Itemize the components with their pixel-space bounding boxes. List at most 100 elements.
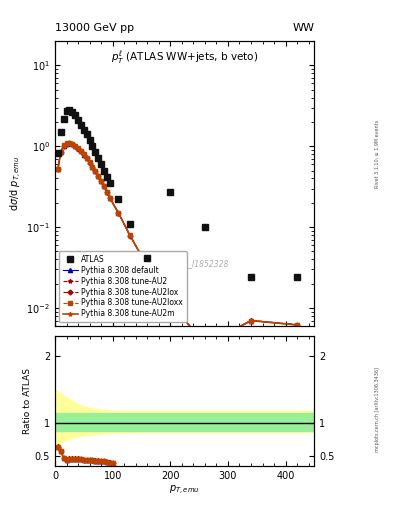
ATLAS (295, 274, 299, 281)
Line: ATLAS: ATLAS (55, 108, 300, 280)
Text: WW: WW (292, 23, 314, 33)
Pythia 8.308 tune-AU2 (168, 298, 173, 305)
Pythia 8.308 tune-AU2m (202, 342, 207, 348)
Pythia 8.308 default (79, 148, 83, 154)
Pythia 8.308 tune-AU2m (99, 178, 103, 184)
Pythia 8.308 tune-AU2 (76, 145, 81, 152)
Pythia 8.308 tune-AU2m (55, 166, 60, 173)
Pythia 8.308 tune-AU2lox (64, 141, 69, 147)
Pythia 8.308 tune-AU2loxx (102, 183, 107, 189)
Pythia 8.308 default (99, 178, 103, 184)
Pythia 8.308 default (90, 163, 95, 169)
Pythia 8.308 default (70, 141, 75, 147)
Pythia 8.308 tune-AU2lox (73, 143, 77, 149)
Pythia 8.308 tune-AU2lox (99, 178, 103, 184)
Pythia 8.308 tune-AU2 (116, 209, 121, 216)
Pythia 8.308 tune-AU2loxx (87, 159, 92, 165)
Pythia 8.308 tune-AU2loxx (99, 178, 103, 184)
Pythia 8.308 default (168, 298, 173, 305)
Pythia 8.308 tune-AU2loxx (168, 298, 173, 305)
Pythia 8.308 default (107, 195, 112, 201)
Pythia 8.308 tune-AU2m (96, 173, 101, 179)
Pythia 8.308 tune-AU2m (76, 145, 81, 152)
Pythia 8.308 tune-AU2m (105, 189, 109, 196)
Line: Pythia 8.308 tune-AU2loxx: Pythia 8.308 tune-AU2loxx (56, 141, 299, 347)
ATLAS (116, 197, 121, 203)
Pythia 8.308 tune-AU2m (128, 232, 132, 239)
Pythia 8.308 tune-AU2m (84, 155, 89, 161)
Pythia 8.308 tune-AU2lox (55, 166, 60, 173)
Pythia 8.308 default (55, 166, 60, 172)
ATLAS (67, 107, 72, 113)
Pythia 8.308 tune-AU2lox (90, 164, 95, 170)
Pythia 8.308 tune-AU2loxx (107, 195, 112, 201)
ATLAS (61, 115, 66, 121)
Pythia 8.308 tune-AU2m (90, 164, 95, 170)
Pythia 8.308 default (93, 168, 98, 175)
Pythia 8.308 default (116, 210, 121, 216)
Pythia 8.308 tune-AU2lox (76, 145, 81, 152)
Pythia 8.308 tune-AU2 (73, 143, 77, 149)
Pythia 8.308 tune-AU2m (93, 168, 98, 175)
Pythia 8.308 default (249, 317, 253, 324)
ATLAS (64, 108, 69, 114)
ATLAS (81, 126, 86, 133)
ATLAS (76, 117, 81, 123)
ATLAS (96, 155, 101, 161)
Pythia 8.308 default (202, 342, 207, 348)
Pythia 8.308 tune-AU2loxx (128, 232, 132, 239)
Pythia 8.308 tune-AU2lox (107, 195, 112, 201)
Pythia 8.308 tune-AU2loxx (90, 163, 95, 169)
Pythia 8.308 tune-AU2 (79, 148, 83, 154)
Pythia 8.308 tune-AU2m (70, 141, 75, 147)
Pythia 8.308 tune-AU2lox (87, 160, 92, 166)
Pythia 8.308 tune-AU2loxx (105, 189, 109, 195)
Pythia 8.308 tune-AU2lox (105, 189, 109, 196)
Pythia 8.308 tune-AU2 (70, 141, 75, 147)
Pythia 8.308 tune-AU2 (67, 140, 72, 146)
Text: mcplots.cern.ch [arXiv:1306.3436]: mcplots.cern.ch [arXiv:1306.3436] (375, 367, 380, 452)
Pythia 8.308 tune-AU2 (96, 173, 101, 179)
Pythia 8.308 tune-AU2lox (249, 317, 253, 324)
Text: 13000 GeV pp: 13000 GeV pp (55, 23, 134, 33)
ATLAS (128, 221, 132, 227)
Pythia 8.308 tune-AU2m (295, 322, 299, 328)
Pythia 8.308 tune-AU2 (55, 166, 60, 172)
Pythia 8.308 tune-AU2m (107, 195, 112, 201)
ATLAS (87, 137, 92, 143)
ATLAS (84, 132, 89, 138)
Pythia 8.308 tune-AU2m (168, 298, 173, 305)
Pythia 8.308 tune-AU2lox (84, 155, 89, 161)
Pythia 8.308 tune-AU2loxx (61, 142, 66, 148)
ATLAS (90, 143, 95, 150)
ATLAS (99, 161, 103, 167)
ATLAS (168, 189, 173, 195)
Pythia 8.308 tune-AU2loxx (145, 263, 150, 269)
Text: $p_T^{\ell}$ (ATLAS WW+jets, b veto): $p_T^{\ell}$ (ATLAS WW+jets, b veto) (111, 50, 258, 67)
ATLAS (73, 112, 77, 118)
Line: Pythia 8.308 default: Pythia 8.308 default (56, 141, 299, 347)
Pythia 8.308 tune-AU2 (128, 232, 132, 238)
Pythia 8.308 default (87, 159, 92, 165)
Pythia 8.308 tune-AU2lox (59, 149, 63, 155)
Line: Pythia 8.308 tune-AU2lox: Pythia 8.308 tune-AU2lox (56, 141, 299, 347)
Pythia 8.308 tune-AU2loxx (55, 166, 60, 172)
Pythia 8.308 tune-AU2 (107, 195, 112, 201)
Pythia 8.308 tune-AU2lox (81, 152, 86, 158)
Pythia 8.308 tune-AU2 (81, 151, 86, 157)
Pythia 8.308 tune-AU2loxx (93, 168, 98, 174)
Pythia 8.308 tune-AU2m (116, 210, 121, 216)
Pythia 8.308 tune-AU2lox (79, 148, 83, 154)
Pythia 8.308 tune-AU2m (81, 152, 86, 158)
Pythia 8.308 default (81, 152, 86, 158)
Pythia 8.308 tune-AU2lox (295, 322, 299, 328)
Pythia 8.308 tune-AU2lox (145, 263, 150, 269)
Pythia 8.308 tune-AU2m (102, 183, 107, 189)
Pythia 8.308 tune-AU2loxx (84, 155, 89, 161)
ATLAS (202, 224, 207, 230)
ATLAS (59, 129, 63, 135)
Y-axis label: Ratio to ATLAS: Ratio to ATLAS (23, 368, 32, 434)
Pythia 8.308 tune-AU2 (295, 322, 299, 328)
Pythia 8.308 tune-AU2 (145, 263, 150, 269)
Pythia 8.308 tune-AU2 (105, 189, 109, 195)
